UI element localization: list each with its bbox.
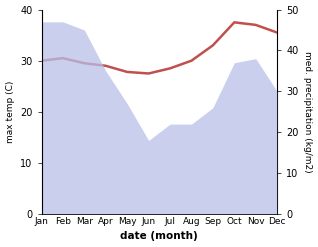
Y-axis label: max temp (C): max temp (C) (5, 81, 15, 143)
X-axis label: date (month): date (month) (121, 231, 198, 242)
Y-axis label: med. precipitation (kg/m2): med. precipitation (kg/m2) (303, 51, 313, 173)
